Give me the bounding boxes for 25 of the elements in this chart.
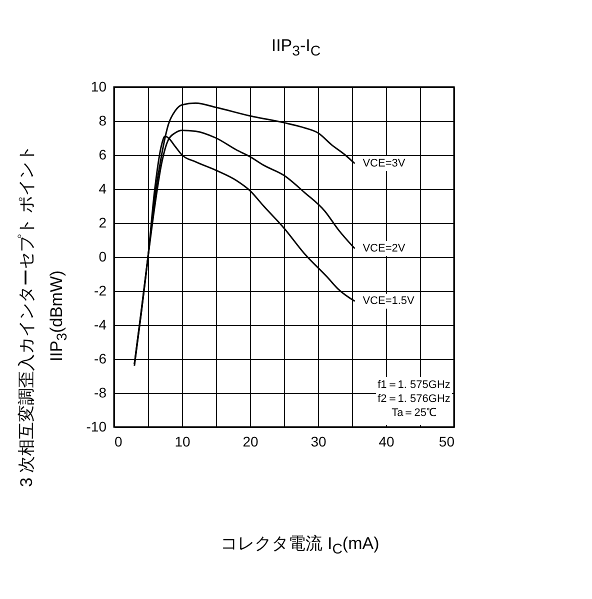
y-tick-label: 8 [98,112,107,128]
x-tick-label: 40 [378,434,394,450]
chart-title: IIP$_{3}$-I$_{C}$ [270,36,322,60]
x-tick-label: 0 [114,434,122,450]
series-label: VCE=3V [362,158,406,170]
y-tick-label: 0 [98,248,107,264]
series-label: VCE=2V [362,242,406,254]
series-label: VCE=1.5V [362,295,416,308]
y-tick-label: -2 [94,282,107,298]
x-tick-label: 20 [242,434,258,450]
x-axis-title: コレクタ電流 I$_{C}$(mA) [220,533,380,558]
x-tick-label: 30 [310,434,326,450]
y-tick-label: 4 [98,180,107,196]
y-tick-label: -10 [86,418,107,434]
y-tick-label: 10 [90,78,107,94]
y-tick-label: -4 [94,316,107,332]
annotation: Ta＝25℃ [392,407,436,419]
x-tick-label: 50 [438,434,455,450]
y-tick-label: -8 [94,384,107,400]
y-tick-label: -6 [94,350,107,366]
annotation: f2＝1. 576GHz [378,393,450,405]
y-tick-label: 2 [98,214,107,230]
x-tick-label: 10 [174,434,190,450]
annotation: f1＝1. 575GHz [378,379,450,391]
y-tick-label: 6 [98,146,107,162]
